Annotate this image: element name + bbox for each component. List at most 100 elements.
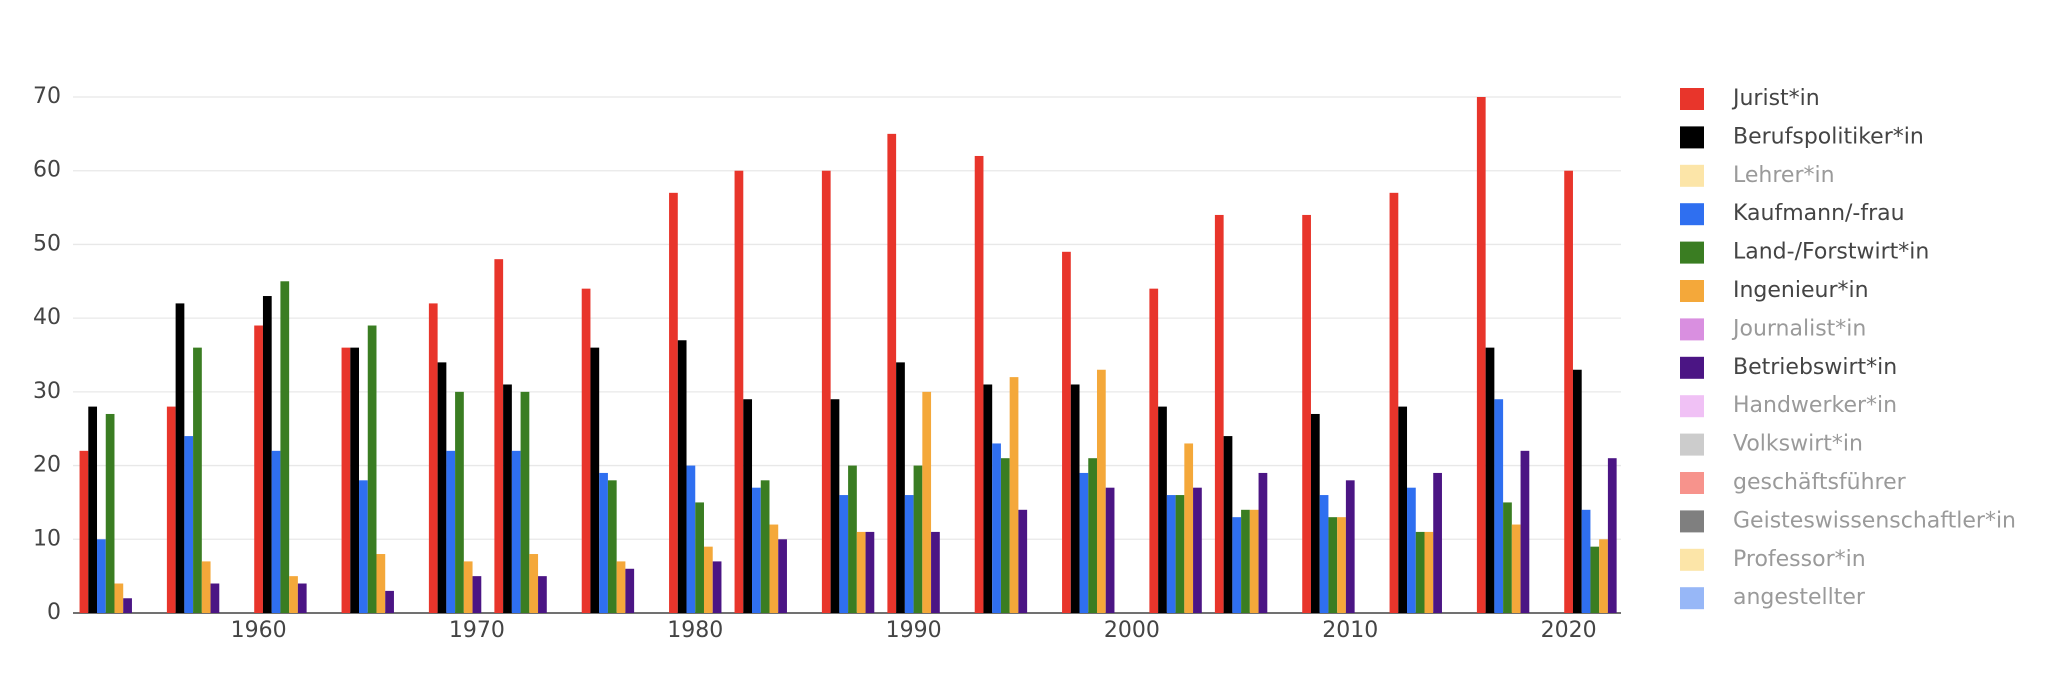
bar	[1249, 509, 1259, 613]
bar	[695, 502, 704, 613]
x-tick-label: 2000	[1104, 618, 1160, 643]
y-tick-label: 70	[33, 84, 61, 109]
legend-label: Journalist*in	[1731, 316, 1866, 341]
bar	[1000, 458, 1010, 613]
bar	[97, 539, 106, 613]
bar	[376, 554, 386, 613]
bar	[88, 406, 98, 613]
y-tick-label: 50	[33, 231, 61, 256]
bar	[280, 281, 290, 613]
bar	[1564, 170, 1573, 613]
bar	[677, 340, 687, 613]
bar	[503, 384, 512, 613]
bar	[529, 554, 539, 613]
y-tick-label: 30	[33, 379, 61, 404]
bar	[1581, 509, 1591, 613]
bar	[830, 399, 840, 613]
bar	[463, 561, 473, 613]
legend-label: Land-/Forstwirt*in	[1733, 240, 1929, 265]
bar	[511, 450, 521, 613]
legend-label: Geisteswissenschaftler*in	[1733, 508, 2016, 533]
bar	[839, 495, 849, 613]
legend-label: Berufspolitiker*in	[1733, 124, 1924, 149]
bar	[1511, 524, 1521, 613]
bar	[1424, 531, 1434, 613]
bar	[1184, 443, 1194, 613]
bar	[607, 480, 617, 613]
bar	[1223, 436, 1233, 613]
bar	[1241, 509, 1250, 613]
legend-label: Lehrer*in	[1733, 163, 1835, 188]
legend-swatch	[1680, 395, 1704, 418]
y-tick-label: 40	[33, 305, 61, 330]
bar	[359, 480, 368, 613]
bar	[931, 531, 940, 613]
bar	[1079, 472, 1089, 613]
legend-label: Volkswirt*in	[1733, 432, 1863, 457]
bar	[686, 465, 696, 613]
bar	[1607, 458, 1617, 613]
bar	[341, 347, 351, 613]
bar	[446, 450, 456, 613]
bar	[1096, 369, 1106, 613]
bar	[105, 413, 115, 613]
bar	[350, 347, 360, 613]
bar	[193, 347, 202, 613]
bar	[703, 546, 713, 613]
y-tick-label: 60	[33, 158, 61, 183]
bar	[1214, 214, 1224, 613]
bar	[1193, 487, 1202, 613]
legend-swatch	[1680, 280, 1704, 302]
bar	[1476, 97, 1486, 613]
bar	[590, 347, 600, 613]
legend-swatch	[1680, 433, 1704, 456]
bar	[1070, 384, 1080, 613]
bar	[1494, 399, 1504, 613]
bar	[472, 576, 482, 613]
bar	[1149, 288, 1159, 613]
legend-swatch	[1680, 88, 1704, 110]
bar	[1328, 517, 1338, 613]
bar	[1520, 450, 1530, 613]
bar	[367, 325, 377, 613]
bar	[175, 303, 185, 613]
bar	[913, 465, 923, 613]
x-tick-label: 2020	[1541, 618, 1597, 643]
x-tick-label: 1990	[886, 618, 942, 643]
bar	[734, 170, 744, 613]
bar	[1166, 495, 1176, 613]
legend-label: Ingenieur*in	[1733, 278, 1869, 303]
bar	[712, 561, 722, 613]
bar	[904, 495, 914, 613]
bar	[1389, 192, 1399, 614]
bar	[821, 170, 831, 613]
bar	[1175, 495, 1185, 613]
bar	[494, 259, 504, 613]
bar	[992, 443, 1001, 613]
legend-label: Handwerker*in	[1733, 393, 1897, 418]
bar	[599, 472, 608, 613]
bar	[1302, 214, 1311, 613]
bar	[114, 583, 124, 613]
bar	[1319, 495, 1329, 613]
bar	[1158, 406, 1167, 613]
bar	[983, 384, 993, 613]
legend-swatch	[1680, 241, 1704, 264]
legend-label: Kaufmann/-frau	[1733, 201, 1905, 226]
bar	[520, 391, 530, 613]
bar	[437, 362, 447, 613]
bar	[1590, 546, 1600, 613]
bar	[581, 288, 591, 613]
bar	[1009, 377, 1019, 613]
bar	[385, 590, 394, 613]
bar	[201, 561, 211, 613]
bar	[769, 524, 779, 613]
y-tick-label: 10	[33, 526, 61, 551]
bar	[896, 362, 905, 613]
bar	[210, 583, 220, 613]
bar	[1062, 251, 1071, 614]
bar	[743, 399, 753, 613]
bar	[848, 465, 857, 613]
bar	[538, 576, 547, 613]
